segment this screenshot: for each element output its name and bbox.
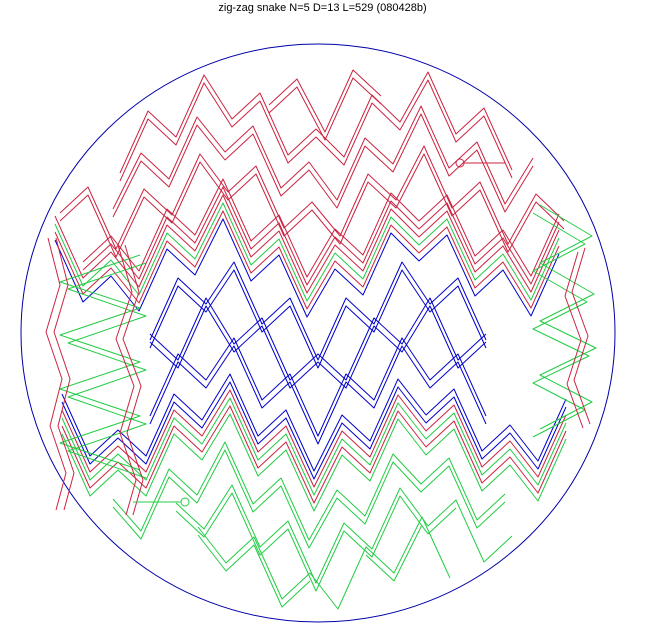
snake-path [83,179,559,277]
snake-path [533,213,589,437]
snake-path [62,406,566,503]
endpoint-marker [456,159,464,167]
snake-path [55,219,559,317]
snake-path [565,252,583,428]
snake-path [198,535,310,607]
snake-path [55,211,559,309]
snake-path [62,374,566,471]
snake-path [55,203,559,301]
endpoint-marker [181,498,189,506]
snake-path [540,205,596,429]
snake-path [150,346,486,444]
snake-path [113,114,533,217]
snake-path [55,195,559,293]
snake-path [150,298,486,380]
snake-path [198,517,450,609]
snake-path [120,80,512,181]
snake-path [572,248,590,424]
snake-path [62,382,566,479]
figure-title: zig-zag snake N=5 D=13 L=529 (080428b) [218,2,427,14]
snake-path [60,154,564,257]
snake-path [83,187,559,285]
snake-path [54,238,74,510]
snake-path [120,72,512,173]
snake-path [68,263,146,478]
snake-path [366,525,422,581]
snake-path [113,442,505,540]
snake-path [150,270,486,368]
snake-path [150,306,486,388]
boundary-circle [21,44,615,622]
snake-path [113,106,533,209]
snake-path [123,245,143,515]
snake-path [116,245,136,515]
snake-path [62,414,566,511]
snake-path [113,450,505,548]
snake-path [176,485,512,583]
snake-path [62,390,566,487]
snake-path [269,70,381,132]
snake-path [60,146,564,249]
snake-path [46,238,66,510]
snake-path [269,78,381,140]
snake-path [176,493,456,591]
snake-path [62,398,566,495]
snake-path [150,338,486,436]
snake-path [150,262,486,360]
snake-path [60,255,140,470]
